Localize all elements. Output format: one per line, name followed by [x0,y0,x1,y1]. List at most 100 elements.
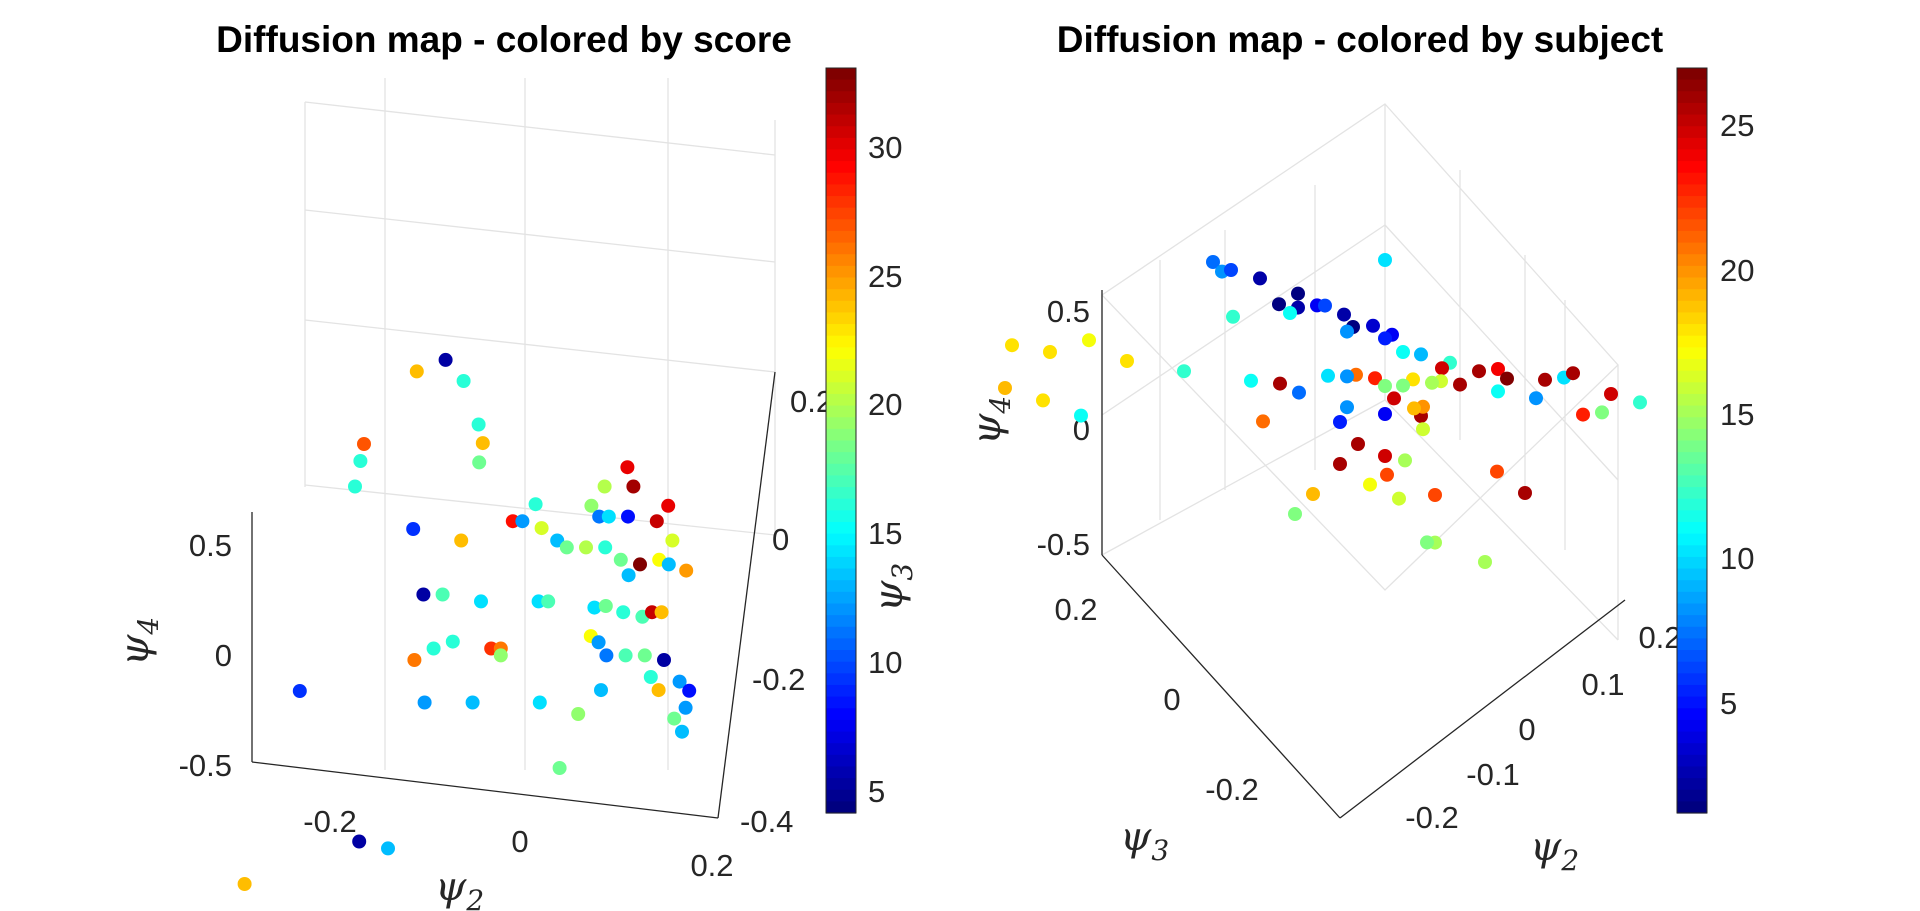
x-axis-label: ψ2 [435,864,484,911]
colorbar-segment [826,719,856,733]
colorbar-segment [826,661,856,674]
x-tick-label: 0.2 [690,848,733,883]
colorbar-segment [826,79,856,92]
colorbar-segment [1677,498,1707,511]
data-point [649,514,664,529]
colorbar-segment [826,207,856,220]
scatter-points [998,253,1647,569]
colorbar-segment [1677,335,1707,348]
colorbar-segment [826,731,856,744]
data-point [651,683,666,698]
colorbar-segment [826,184,856,197]
colorbar-segment [826,684,856,698]
colorbar-segment [826,126,856,139]
data-point [1005,338,1019,353]
axis-lines [1101,290,1626,819]
colorbar-segment [826,277,856,290]
colorbar-segment [826,673,856,686]
data-point [1407,401,1421,416]
colorbar-tick-label: 30 [868,130,902,165]
colorbar-segment [1677,719,1707,733]
colorbar-segment [1677,405,1707,418]
data-point [1244,373,1258,388]
colorbar-segment [826,487,856,500]
data-point [579,540,593,555]
colorbar-segment [1677,172,1707,186]
data-point [1396,378,1410,393]
data-point [657,653,671,667]
data-point [675,724,689,739]
colorbar-segment [826,393,856,407]
colorbar-segment [1677,324,1707,337]
data-point [1177,364,1191,379]
y-tick-label: 0 [1163,682,1180,717]
colorbar-segment [1677,126,1707,139]
data-point [1633,395,1647,410]
data-point [559,540,574,555]
colorbar-segment [826,638,856,651]
colorbar-segment [826,347,856,360]
data-point [1478,555,1492,569]
data-point [465,695,480,710]
colorbar-segment [1677,277,1707,290]
colorbar-segment [1677,638,1707,651]
data-point [1428,488,1442,502]
colorbar-segment [826,68,856,81]
data-point [584,498,599,513]
colorbar-tick-label: 25 [1720,108,1754,143]
data-point [620,460,635,475]
colorbar-segment [826,312,856,325]
data-point [352,834,367,849]
data-point [667,711,682,726]
axis-lines [251,371,776,819]
colorbar-segment [1677,510,1707,523]
data-point [645,605,659,620]
data-point [591,635,606,650]
colorbar-segment [1677,603,1707,616]
data-point [1414,347,1428,362]
y-tick-label: -0.4 [740,804,793,839]
data-point [1351,437,1365,451]
colorbar-tick-label: 15 [868,516,902,551]
colorbar-segment [1677,102,1707,116]
colorbar-segment [826,440,856,453]
colorbar-segment [1677,393,1707,407]
data-point [1337,307,1351,322]
data-point [1120,354,1134,368]
colorbar-segment [1677,521,1707,535]
colorbar-segment [1677,463,1707,477]
colorbar-segment [1677,661,1707,674]
data-point [587,600,602,615]
colorbar-segment [826,580,856,593]
data-point [417,695,432,710]
x-tick-label: -0.1 [1466,757,1519,792]
colorbar-tick-label: 20 [868,387,902,422]
colorbar-segment [826,417,856,430]
colorbar-segment [1677,79,1707,92]
colorbar-segment [1677,196,1707,209]
data-point [552,761,567,775]
colorbar-tick-label: 15 [1720,397,1754,432]
colorbar-segment [826,91,856,104]
data-point [348,479,362,494]
y-axis-label: ψ3 [1120,814,1169,867]
colorbar-segment [1677,149,1707,162]
data-point [1206,255,1220,269]
data-point [237,877,252,891]
colorbar-segment [826,475,856,488]
z-tick-label: -0.5 [179,748,232,783]
colorbar-segment [826,754,856,768]
data-point [1406,372,1420,387]
colorbar-segment [1677,91,1707,104]
data-point [1518,486,1532,500]
x-tick-label: 0 [1518,712,1535,747]
colorbar-segment [1677,359,1707,372]
colorbar-segment [1677,533,1707,546]
colorbar-segment [1677,556,1707,570]
data-point [353,454,368,468]
data-point [1398,453,1412,468]
colorbar-border [1676,67,1708,814]
y-tick-label: -0.2 [752,662,805,697]
colorbar-segment [1677,545,1707,558]
colorbar-segment [826,172,856,186]
